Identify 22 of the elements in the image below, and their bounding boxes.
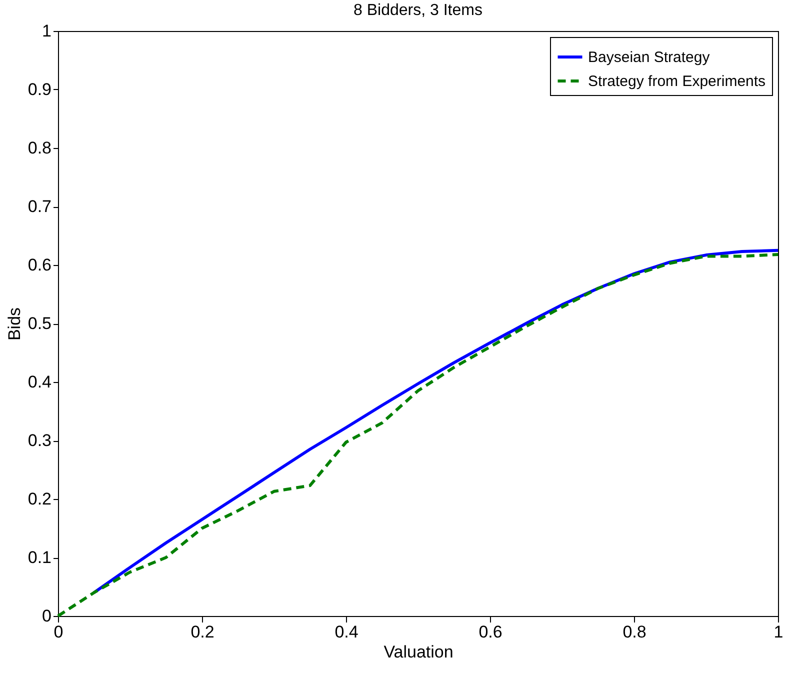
legend-label: Bayseian Strategy bbox=[588, 49, 710, 66]
y-tick-label: 0.1 bbox=[28, 548, 52, 567]
y-tick-label: 1 bbox=[42, 22, 52, 40]
x-tick-label: 0.6 bbox=[478, 622, 502, 642]
legend-label: Strategy from Experiments bbox=[588, 73, 766, 90]
x-tick-label: 0 bbox=[54, 622, 64, 642]
x-tick-label: 0.8 bbox=[622, 622, 646, 642]
y-tick-label: 0 bbox=[42, 606, 52, 626]
y-tick-label: 0.7 bbox=[28, 197, 52, 216]
y-tick-label: 0.9 bbox=[28, 80, 52, 99]
y-tick-label: 0.3 bbox=[28, 431, 52, 450]
x-tick-label: 0.2 bbox=[190, 622, 214, 642]
x-axis-title: Valuation bbox=[384, 642, 454, 662]
y-tick-label: 0.4 bbox=[28, 372, 52, 392]
y-tick-label: 0.6 bbox=[28, 256, 52, 274]
x-tick-label: 0.4 bbox=[334, 622, 358, 642]
y-tick-label: 0.2 bbox=[28, 490, 52, 508]
y-tick-label: 0.8 bbox=[28, 138, 52, 158]
x-tick-label: 1 bbox=[774, 622, 784, 642]
y-axis-title: Bids bbox=[4, 307, 24, 341]
chart-title: 8 Bidders, 3 Items bbox=[354, 2, 482, 19]
y-tick-label: 0.5 bbox=[28, 314, 52, 333]
